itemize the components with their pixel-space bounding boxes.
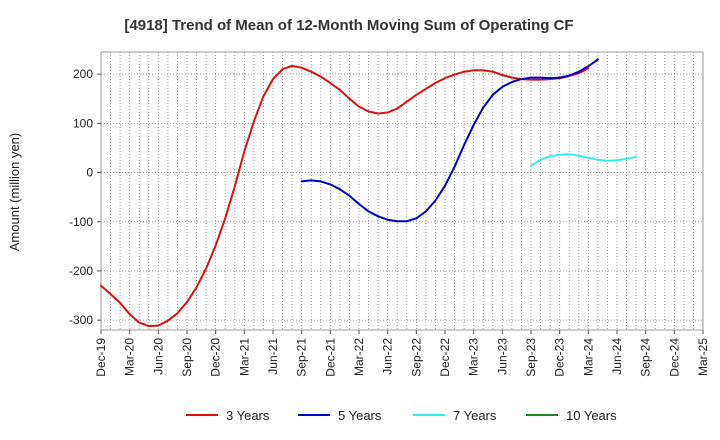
series-layer <box>100 58 638 328</box>
x-tick-label: Dec-23 <box>553 338 567 377</box>
x-tick-label: Dec-22 <box>438 338 452 377</box>
x-tick-label: Jun-24 <box>610 338 624 375</box>
y-tick-label: 0 <box>86 166 93 180</box>
chart-title: [4918] Trend of Mean of 12-Month Moving … <box>124 17 573 34</box>
x-axis-ticks: Dec-19 Mar-20 Jun-20 Sep-20 Dec-20 Mar-21 Jun-… <box>94 330 710 377</box>
x-tick-label: Dec-20 <box>209 338 223 377</box>
x-tick-label: Dec-24 <box>667 338 681 377</box>
legend-label-10-years: 10 Years <box>566 408 617 423</box>
series-line-7-years <box>530 153 638 167</box>
grid <box>101 52 703 330</box>
y-axis-ticks: -300 -200 -100 0 100 200 <box>69 67 101 327</box>
plot-frame <box>100 51 704 331</box>
x-tick-label: Jun-20 <box>151 338 165 375</box>
x-tick-label: Mar-22 <box>352 338 366 376</box>
legend-label-5-years: 5 Years <box>338 408 382 423</box>
x-tick-label: Sep-23 <box>524 338 538 377</box>
x-tick-label: Mar-24 <box>581 338 595 376</box>
legend: 3 Years 5 Years 7 Years 10 Years <box>186 408 617 423</box>
y-tick-label: -300 <box>69 313 93 327</box>
y-tick-label: -100 <box>69 215 93 229</box>
x-tick-label: Sep-20 <box>180 338 194 377</box>
series-line-3-years <box>100 64 590 328</box>
x-tick-label: Mar-21 <box>237 338 251 376</box>
legend-label-3-years: 3 Years <box>226 408 270 423</box>
x-tick-label: Sep-21 <box>295 338 309 377</box>
x-tick-label: Dec-21 <box>323 338 337 377</box>
series-line-5-years <box>300 58 599 223</box>
y-tick-label: 100 <box>73 116 93 130</box>
y-axis-label: Amount (million yen) <box>7 133 22 252</box>
x-tick-label: Jun-23 <box>495 338 509 375</box>
y-tick-label: -200 <box>69 264 93 278</box>
x-tick-label: Jun-21 <box>266 338 280 375</box>
x-tick-label: Sep-22 <box>409 338 423 377</box>
x-tick-label: Mar-23 <box>467 338 481 376</box>
legend-label-7-years: 7 Years <box>453 408 497 423</box>
x-tick-label: Sep-24 <box>639 338 653 377</box>
x-tick-label: Dec-19 <box>94 338 108 377</box>
x-tick-label: Mar-20 <box>123 338 137 376</box>
x-tick-label: Mar-25 <box>696 338 710 376</box>
x-tick-label: Jun-22 <box>381 338 395 375</box>
y-tick-label: 200 <box>73 67 93 81</box>
